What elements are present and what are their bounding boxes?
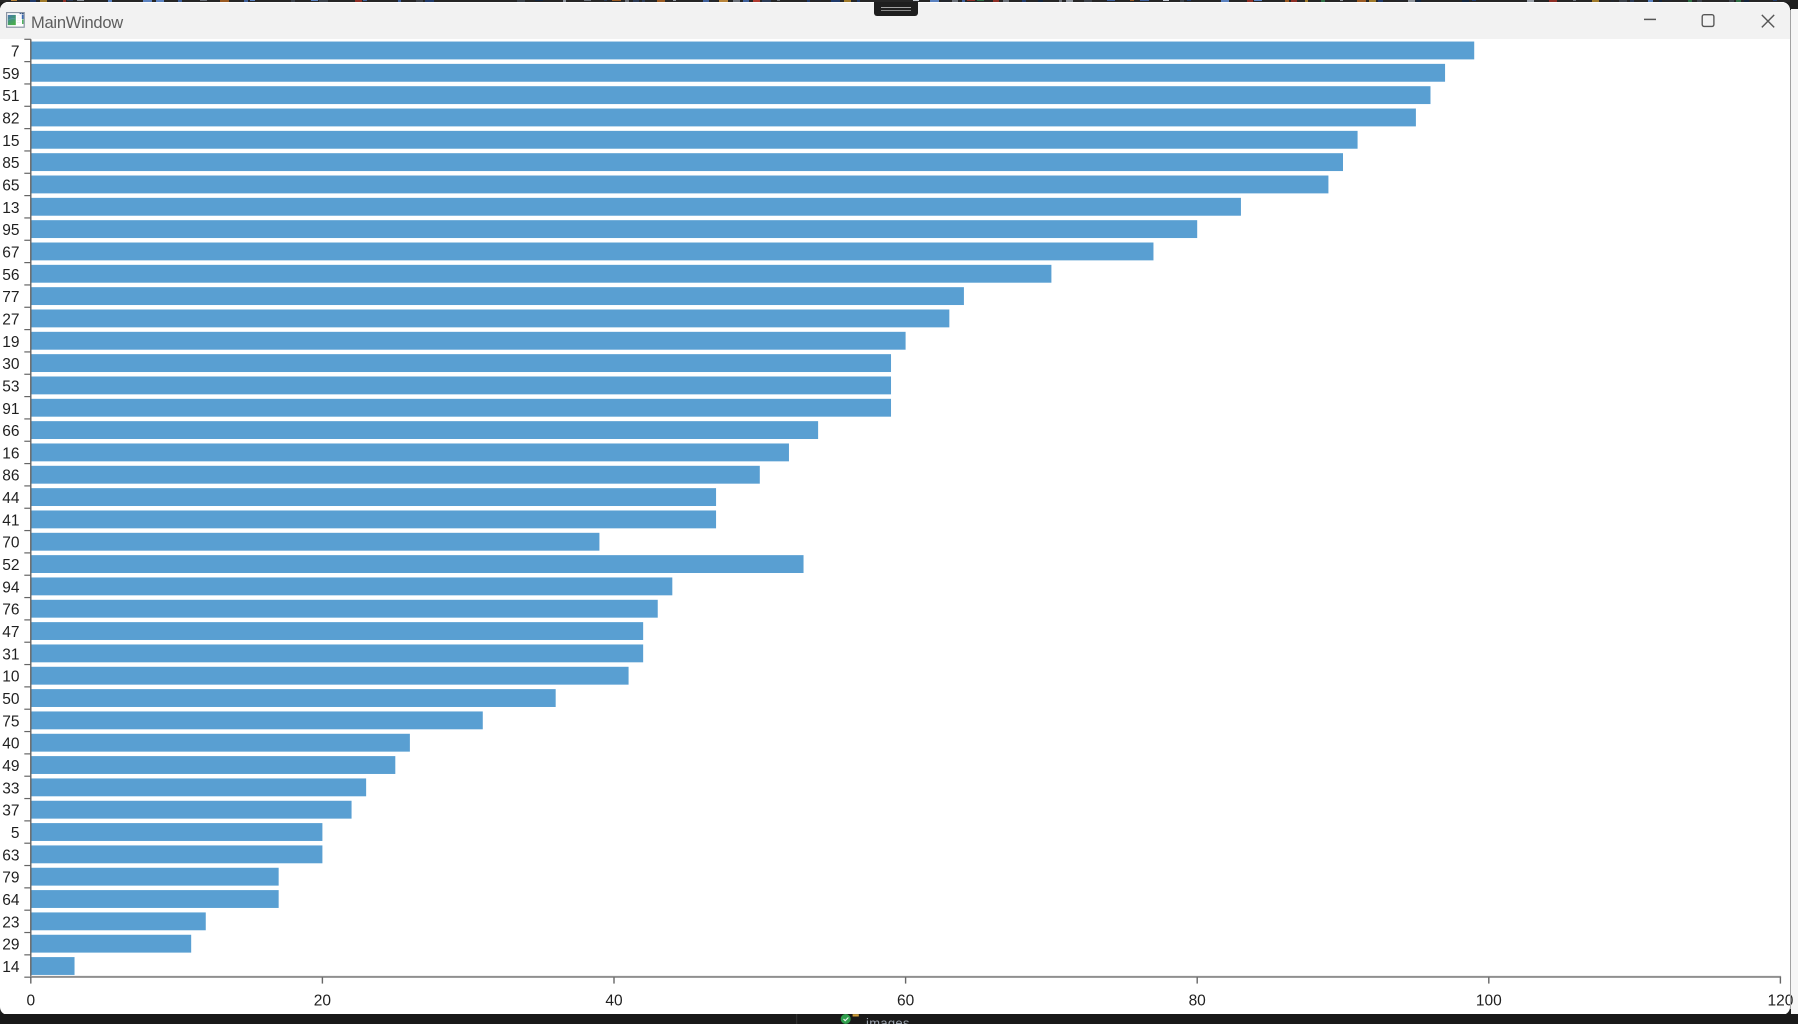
- svg-text:65: 65: [2, 177, 19, 194]
- svg-text:86: 86: [2, 468, 19, 485]
- svg-text:85: 85: [2, 155, 19, 172]
- svg-text:14: 14: [2, 959, 20, 976]
- svg-text:20: 20: [314, 992, 332, 1009]
- svg-text:82: 82: [2, 110, 19, 127]
- svg-text:95: 95: [2, 222, 19, 239]
- svg-text:29: 29: [2, 937, 19, 954]
- svg-text:41: 41: [2, 512, 19, 529]
- svg-text:100: 100: [1476, 992, 1502, 1009]
- svg-text:80: 80: [1189, 992, 1207, 1009]
- svg-text:63: 63: [2, 847, 19, 864]
- svg-text:47: 47: [2, 624, 19, 641]
- svg-text:70: 70: [2, 535, 20, 552]
- svg-text:76: 76: [2, 602, 19, 619]
- svg-text:30: 30: [2, 356, 20, 373]
- svg-text:10: 10: [2, 669, 20, 686]
- svg-text:56: 56: [2, 267, 19, 284]
- svg-text:67: 67: [2, 244, 19, 261]
- svg-text:53: 53: [2, 378, 19, 395]
- svg-text:7: 7: [11, 43, 20, 60]
- svg-text:94: 94: [2, 579, 20, 596]
- svg-text:64: 64: [2, 892, 20, 909]
- svg-text:images: images: [866, 1016, 910, 1024]
- svg-text:77: 77: [2, 289, 19, 306]
- svg-text:40: 40: [605, 992, 623, 1009]
- svg-text:19: 19: [2, 334, 19, 351]
- svg-text:91: 91: [2, 401, 19, 418]
- svg-text:52: 52: [2, 557, 19, 574]
- svg-text:31: 31: [2, 646, 19, 663]
- svg-text:50: 50: [2, 691, 20, 708]
- svg-text:40: 40: [2, 736, 20, 753]
- svg-text:49: 49: [2, 758, 19, 775]
- svg-text:33: 33: [2, 780, 19, 797]
- svg-text:75: 75: [2, 713, 19, 730]
- svg-text:27: 27: [2, 311, 19, 328]
- svg-text:44: 44: [2, 490, 20, 507]
- svg-text:51: 51: [2, 88, 19, 105]
- svg-text:79: 79: [2, 870, 19, 887]
- svg-text:5: 5: [11, 825, 20, 842]
- svg-text:59: 59: [2, 66, 19, 83]
- svg-text:37: 37: [2, 803, 19, 820]
- svg-text:16: 16: [2, 445, 19, 462]
- svg-text:0: 0: [26, 992, 35, 1009]
- svg-text:15: 15: [2, 133, 19, 150]
- svg-text:23: 23: [2, 914, 19, 931]
- svg-text:13: 13: [2, 200, 19, 217]
- svg-text:120: 120: [1767, 992, 1793, 1009]
- svg-text:60: 60: [897, 992, 915, 1009]
- svg-text:66: 66: [2, 423, 19, 440]
